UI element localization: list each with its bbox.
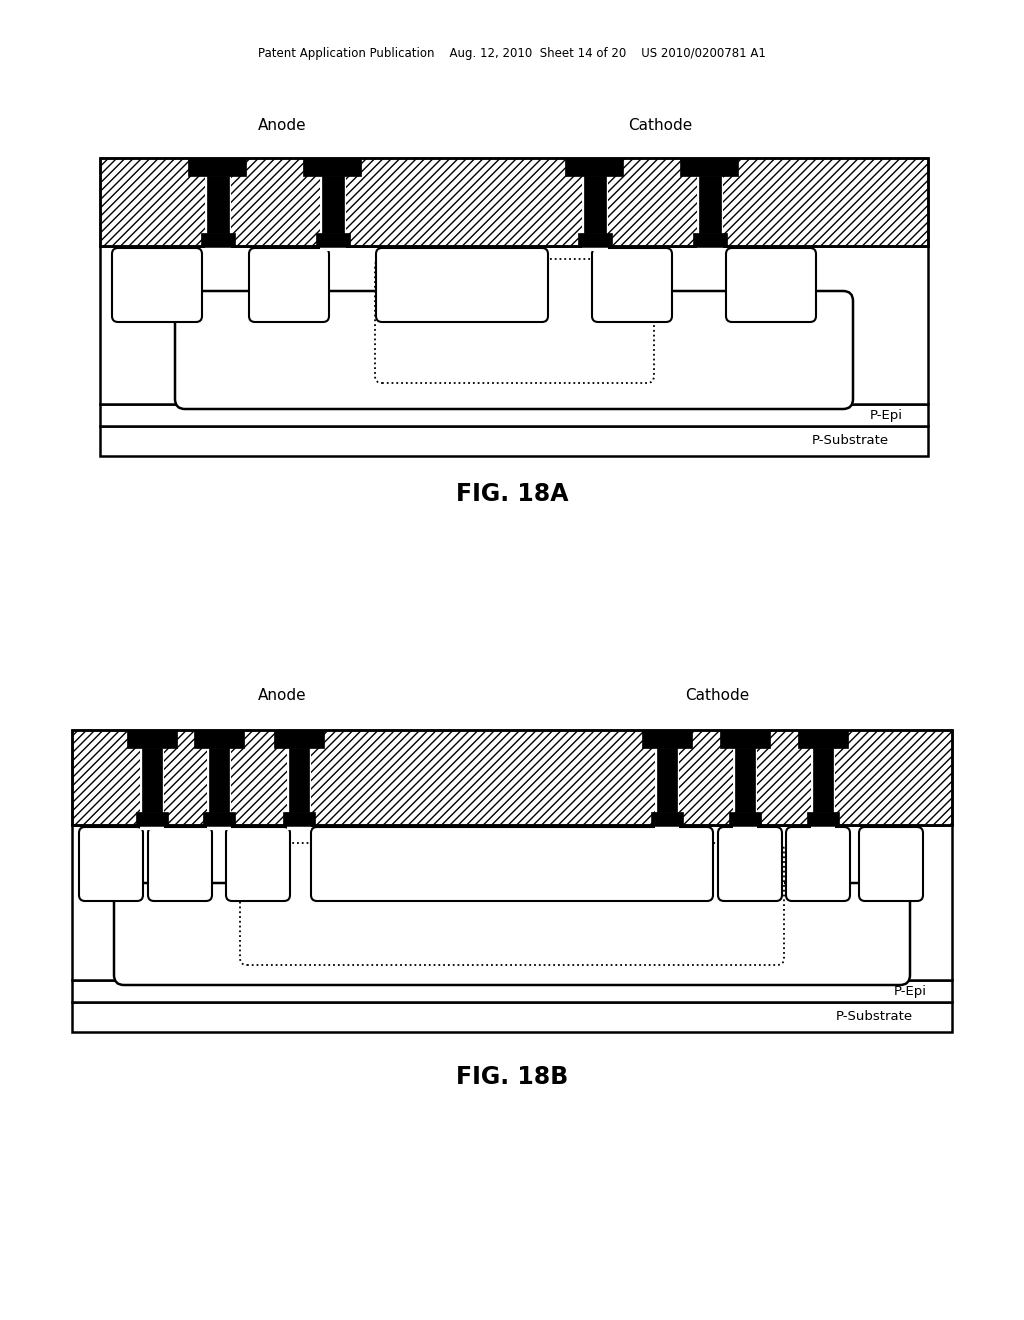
Text: FIG. 18A: FIG. 18A [456,482,568,506]
Bar [807,812,839,825]
Bar [283,812,315,825]
FancyBboxPatch shape [592,248,672,322]
Text: n+: n+ [808,858,827,870]
Bar [798,730,848,748]
Bar [209,748,229,812]
Bar [578,234,612,246]
FancyBboxPatch shape [311,828,713,902]
Bar [699,176,721,234]
Bar [693,234,727,246]
Text: FIG. 18B: FIG. 18B [456,1065,568,1089]
Bar [813,748,833,812]
Bar [100,158,928,246]
Bar [205,158,231,251]
FancyBboxPatch shape [79,828,143,902]
Text: Anode: Anode [258,688,306,702]
Bar [127,730,177,748]
FancyBboxPatch shape [175,290,853,409]
FancyBboxPatch shape [226,828,290,902]
Bar [142,748,162,812]
Text: 50μm: 50μm [447,193,486,206]
Bar [811,730,835,830]
Text: Anode: Anode [258,119,306,133]
Bar [697,158,723,251]
Text: Cathode: Cathode [685,688,750,702]
Bar [680,158,738,176]
FancyBboxPatch shape [375,259,654,383]
Bar [72,979,952,1002]
FancyBboxPatch shape [718,828,782,902]
Bar [733,730,757,830]
FancyBboxPatch shape [726,248,816,322]
Text: n+: n+ [170,858,189,870]
Bar [584,176,606,234]
Bar [322,176,344,234]
Bar [289,748,309,812]
Bar [207,730,231,830]
Bar [100,426,928,455]
Text: P-Well: P-Well [282,933,323,946]
Bar [316,234,350,246]
Bar [72,825,952,979]
FancyBboxPatch shape [249,248,329,322]
Bar [642,730,692,748]
Bar [655,730,679,830]
Bar [72,730,952,825]
Bar [100,246,928,404]
Text: p+: p+ [740,858,760,870]
Bar [203,812,234,825]
Text: n+: n+ [502,858,522,870]
Bar [72,730,952,825]
Text: p+: p+ [101,858,121,870]
Bar [100,158,928,246]
Bar [194,730,244,748]
Text: Deep N-Well: Deep N-Well [469,939,555,952]
Bar [729,812,761,825]
Bar [319,158,346,251]
Text: p+: p+ [882,858,901,870]
Bar [136,812,168,825]
Text: Active Area: Active Area [429,169,505,182]
FancyBboxPatch shape [859,828,923,902]
Bar [303,158,361,176]
Text: p+: p+ [147,279,167,292]
Bar [287,730,311,830]
FancyBboxPatch shape [114,883,910,985]
FancyBboxPatch shape [786,828,850,902]
Text: Deep N-Well: Deep N-Well [471,356,556,371]
Text: P-Epi: P-Epi [894,985,927,998]
Bar [207,176,229,234]
Text: 150μm: 150μm [486,768,534,781]
Bar [657,748,677,812]
Text: Patent Application Publication    Aug. 12, 2010  Sheet 14 of 20    US 2010/02007: Patent Application Publication Aug. 12, … [258,46,766,59]
Bar [720,730,770,748]
Text: P-Substrate: P-Substrate [836,1011,912,1023]
Text: p+: p+ [248,858,267,870]
Bar [201,234,234,246]
FancyBboxPatch shape [240,843,784,965]
FancyBboxPatch shape [376,248,548,322]
Bar [582,158,608,251]
Text: n+: n+ [280,279,299,292]
Bar [565,158,623,176]
Bar [140,730,164,830]
Text: n+: n+ [623,279,642,292]
Text: Active Area: Active Area [472,746,548,759]
Text: p+: p+ [453,279,472,292]
Bar [274,730,324,748]
Bar [100,404,928,426]
Text: p+: p+ [761,279,780,292]
Bar [72,1002,952,1032]
Bar [188,158,246,176]
Text: Cathode: Cathode [628,119,692,133]
Text: P-Epi: P-Epi [869,408,902,421]
FancyBboxPatch shape [148,828,212,902]
Bar [651,812,683,825]
FancyBboxPatch shape [112,248,202,322]
Text: P-Substrate: P-Substrate [811,434,889,447]
Bar [735,748,755,812]
